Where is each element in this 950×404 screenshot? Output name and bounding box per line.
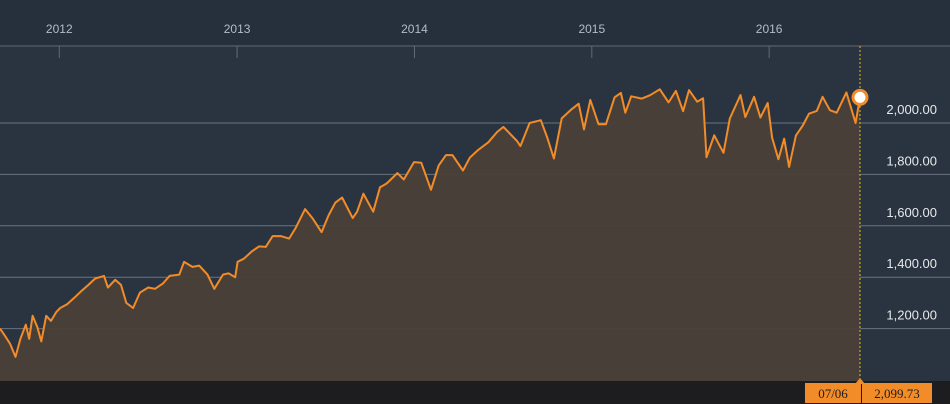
y-tick-label: 1,600.00 <box>886 205 937 220</box>
year-labels: 2012 2013 2014 2015 2016 <box>46 22 783 36</box>
y-tick-label: 1,400.00 <box>886 256 937 271</box>
x-tick-label: 2014 <box>401 22 428 36</box>
x-tick-label: 2015 <box>578 22 605 36</box>
badge-date-bg <box>805 383 861 403</box>
x-tick-label: 2012 <box>46 22 73 36</box>
year-tick-marks <box>58 46 770 58</box>
y-tick-label: 2,000.00 <box>886 102 937 117</box>
top-axis-band <box>0 0 950 46</box>
badge-pointer <box>855 378 865 384</box>
badge-value-bg <box>862 383 932 403</box>
y-tick-label: 1,200.00 <box>886 308 937 323</box>
y-tick-label: 1,800.00 <box>886 153 937 168</box>
last-value-badge: 07/06 2,099.73 <box>805 378 932 403</box>
y-tick-labels: 1,200.00 1,400.00 1,600.00 1,800.00 2,000.00 <box>886 102 937 323</box>
badge-value: 2,099.73 <box>874 386 920 401</box>
last-point-marker[interactable] <box>851 88 869 106</box>
price-area-fill <box>0 89 860 382</box>
badge-date: 07/06 <box>818 386 848 401</box>
x-tick-label: 2016 <box>756 22 783 36</box>
bottom-strip <box>0 381 950 404</box>
price-line <box>0 88 861 358</box>
x-tick-label: 2013 <box>224 22 251 36</box>
